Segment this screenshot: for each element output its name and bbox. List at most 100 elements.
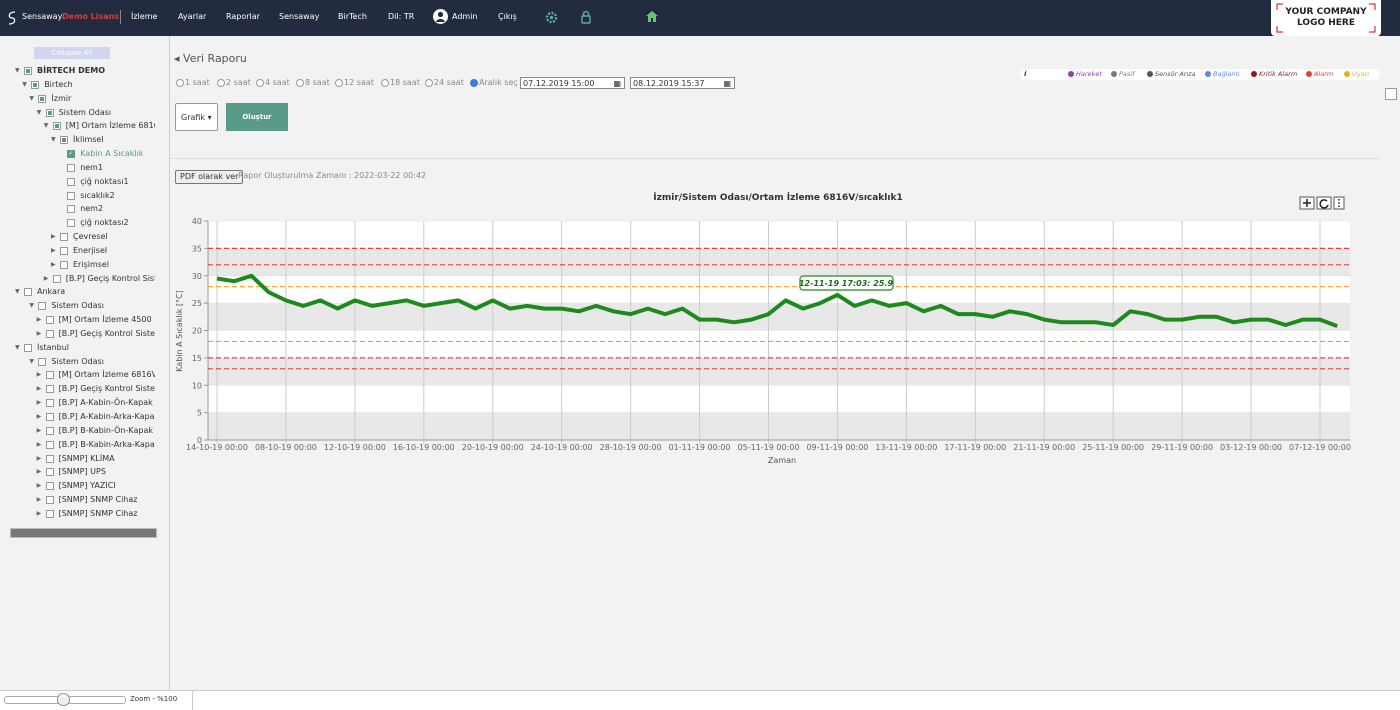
- tree-toggle[interactable]: ▼: [36, 108, 42, 116]
- tree-row[interactable]: ▶ [B.P] B-Kabin-Arka-Kapak: [0, 438, 155, 451]
- tree-checkbox[interactable]: [45, 509, 54, 518]
- nav-item[interactable]: Dil: TR: [388, 12, 415, 21]
- tree-checkbox[interactable]: [31, 80, 40, 89]
- home-icon[interactable]: [646, 11, 658, 22]
- tree-row[interactable]: ▼ İklimsel: [0, 133, 155, 146]
- nav-item[interactable]: Sensaway: [279, 12, 320, 21]
- tree-checkbox[interactable]: [38, 94, 47, 103]
- tree-checkbox[interactable]: [45, 329, 54, 338]
- tree-checkbox[interactable]: [24, 288, 32, 297]
- tree-checkbox[interactable]: [52, 122, 61, 131]
- tree-toggle[interactable]: ▼: [15, 343, 20, 351]
- tree-checkbox[interactable]: [45, 468, 54, 477]
- user[interactable]: Admin: [452, 12, 478, 21]
- tree-row[interactable]: ▶ [SNMP] YAZICI: [0, 479, 155, 492]
- tree-row[interactable]: ✓ Kabin A Sıcaklık: [0, 147, 155, 160]
- tree-toggle[interactable]: ▶: [36, 482, 42, 490]
- zoom-handle[interactable]: [57, 693, 70, 706]
- radio[interactable]: [335, 79, 343, 87]
- tree-toggle[interactable]: ▼: [29, 302, 35, 310]
- right-checkbox[interactable]: [1385, 88, 1397, 100]
- tree-checkbox[interactable]: [45, 496, 54, 505]
- tree-toggle[interactable]: ▶: [36, 329, 42, 337]
- tree-row[interactable]: ▼ Sistem Odası: [0, 106, 155, 119]
- tree-toggle[interactable]: ▶: [36, 468, 42, 476]
- settings-icon[interactable]: [545, 11, 558, 24]
- radio[interactable]: [425, 79, 433, 87]
- tree-row[interactable]: ▶ [B.P] A-Kabin-Ön-Kapak: [0, 396, 155, 409]
- tree-row[interactable]: ▶ [SNMP] SNMP Cihaz: [0, 493, 155, 506]
- tree-row[interactable]: çiğ noktası1: [0, 175, 155, 188]
- tree-checkbox[interactable]: [52, 274, 61, 283]
- tree-toggle[interactable]: ▶: [36, 385, 42, 393]
- tree-toggle[interactable]: ▼: [22, 80, 27, 88]
- tree-row[interactable]: ▶ [SNMP] SNMP Cihaz: [0, 507, 155, 520]
- tree-toggle[interactable]: ▶: [43, 274, 49, 282]
- radio[interactable]: [296, 79, 304, 87]
- tree-row[interactable]: nem2: [0, 202, 155, 215]
- tree-checkbox[interactable]: [67, 219, 76, 228]
- tree-toggle[interactable]: ▼: [29, 357, 35, 365]
- tree-checkbox[interactable]: [45, 108, 54, 117]
- tree-toggle[interactable]: ▼: [29, 94, 35, 102]
- tree-row[interactable]: ▶ Enerjisel: [0, 244, 155, 257]
- nav-item[interactable]: Raporlar: [226, 12, 260, 21]
- tree-row[interactable]: ▼ İstanbul: [0, 341, 155, 354]
- tree-checkbox[interactable]: [67, 191, 76, 200]
- tree-row[interactable]: ▶ [M] Ortam İzleme 6816V: [0, 368, 155, 381]
- date-from[interactable]: 07.12.2019 15:00 ▦: [520, 77, 625, 89]
- tree-checkbox[interactable]: [45, 316, 54, 325]
- tree-checkbox[interactable]: [60, 260, 68, 269]
- tree-toggle[interactable]: ▶: [36, 509, 42, 517]
- tree-row[interactable]: ▶ [M] Ortam İzleme 4500: [0, 313, 155, 326]
- tree-row[interactable]: ▶ [B.P] Geçiş Kontrol Sistem: [0, 382, 155, 395]
- tree-checkbox[interactable]: [67, 163, 76, 172]
- collapse-all[interactable]: Collapse All: [34, 47, 110, 59]
- tree-checkbox[interactable]: [67, 205, 76, 214]
- tree-checkbox[interactable]: [45, 426, 54, 435]
- tree-checkbox[interactable]: [45, 371, 54, 380]
- tree-toggle[interactable]: ▶: [36, 316, 42, 324]
- tree-checkbox[interactable]: [45, 413, 54, 421]
- pdf-button[interactable]: PDF olarak ver: [175, 170, 244, 184]
- lock-icon[interactable]: [581, 10, 591, 24]
- tree-toggle[interactable]: ▼: [15, 288, 20, 296]
- back-link[interactable]: ◂ Veri Raporu: [174, 52, 247, 65]
- tree-checkbox[interactable]: [24, 343, 32, 352]
- tree-row[interactable]: ▼ Sistem Odası: [0, 355, 155, 368]
- tree-row[interactable]: ▼ Ankara: [0, 285, 155, 298]
- logout[interactable]: Çıkış: [498, 12, 517, 21]
- tree-toggle[interactable]: ▶: [36, 371, 42, 379]
- tree-toggle[interactable]: ▼: [15, 67, 20, 74]
- create-button[interactable]: Oluştur: [226, 103, 288, 131]
- radio[interactable]: [381, 79, 389, 87]
- tree-toggle[interactable]: ▼: [51, 136, 56, 144]
- tree-toggle[interactable]: ▶: [36, 440, 42, 448]
- radio[interactable]: [256, 79, 264, 87]
- tree-row[interactable]: nem1: [0, 161, 155, 174]
- radio[interactable]: [176, 79, 184, 87]
- scrollbar[interactable]: [10, 528, 157, 538]
- tree-row[interactable]: çiğ noktası2: [0, 216, 155, 229]
- tree-checkbox[interactable]: [60, 246, 68, 255]
- tree-checkbox[interactable]: [38, 357, 47, 366]
- radio[interactable]: [470, 79, 478, 87]
- tree-toggle[interactable]: ▶: [36, 426, 42, 434]
- tree-checkbox[interactable]: [45, 440, 54, 449]
- tree-checkbox[interactable]: [67, 177, 76, 186]
- tree-checkbox[interactable]: [60, 233, 68, 242]
- tree-row[interactable]: ▶ [B.P] Geçiş Kontrol Sistem: [0, 272, 155, 285]
- tree-toggle[interactable]: ▶: [51, 233, 56, 241]
- nav-item[interactable]: İzleme: [131, 12, 158, 21]
- view-select[interactable]: Grafik ▾: [175, 103, 218, 131]
- tree-row[interactable]: sıcaklık2: [0, 189, 155, 202]
- tree-checkbox[interactable]: ✓: [67, 150, 76, 159]
- tree-checkbox[interactable]: [45, 454, 54, 463]
- tree-row[interactable]: ▼ İzmir: [0, 92, 155, 105]
- tree-toggle[interactable]: ▶: [36, 399, 42, 407]
- tree-row[interactable]: ▼ Sistem Odası: [0, 299, 155, 312]
- tree-checkbox[interactable]: [60, 136, 68, 145]
- tree-checkbox[interactable]: [45, 385, 54, 394]
- tree-row[interactable]: ▼ Birtech: [0, 78, 155, 91]
- tree-checkbox[interactable]: [45, 482, 54, 491]
